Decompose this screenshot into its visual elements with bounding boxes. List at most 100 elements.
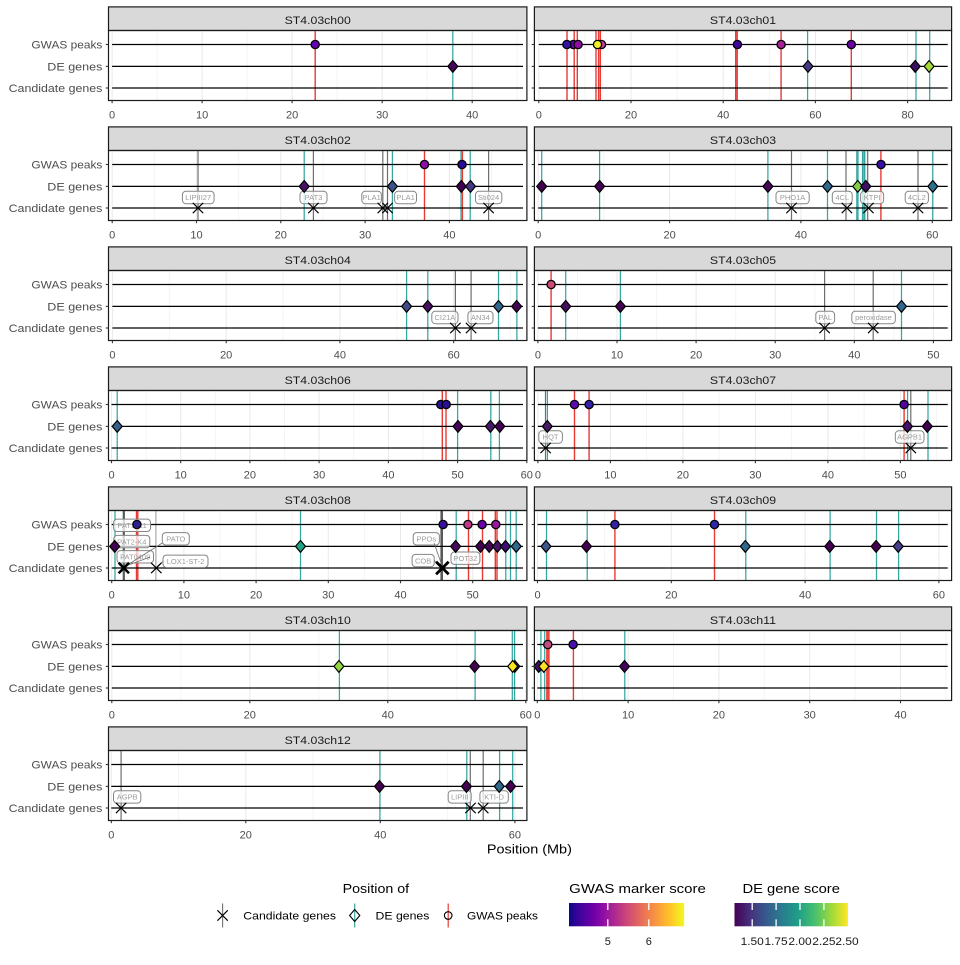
svg-text:0: 0 [535,229,541,241]
svg-text:DE genes: DE genes [47,421,103,433]
svg-text:0: 0 [109,709,115,721]
svg-text:PAT0409: PAT0409 [120,553,150,562]
svg-text:PLA1: PLA1 [396,193,414,202]
svg-text:30: 30 [769,349,781,361]
svg-text:50: 50 [927,349,939,361]
svg-text:20: 20 [220,349,232,361]
svg-text:DE genes: DE genes [47,541,103,553]
svg-text:0: 0 [108,829,114,841]
svg-text:60: 60 [521,469,533,481]
svg-text:GWAS peaks: GWAS peaks [31,160,103,172]
svg-text:ST4.03ch06: ST4.03ch06 [285,375,351,387]
svg-text:0: 0 [108,469,114,481]
svg-text:50: 50 [467,589,479,601]
svg-text:PAT1-K1: PAT1-K1 [117,521,146,530]
svg-text:Candidate genes: Candidate genes [9,443,103,455]
svg-text:Candidate genes: Candidate genes [243,911,336,923]
svg-text:GWAS peaks: GWAS peaks [31,40,103,52]
svg-text:ST4.03ch09: ST4.03ch09 [710,495,776,507]
svg-text:30: 30 [359,229,371,241]
svg-text:HQT: HQT [543,433,559,442]
svg-text:20: 20 [286,109,298,121]
svg-text:PATO: PATO [166,535,185,544]
svg-text:30: 30 [322,589,334,601]
svg-text:40: 40 [894,709,906,721]
svg-text:AN34: AN34 [471,313,490,322]
svg-text:ST4.03ch07: ST4.03ch07 [710,375,776,387]
svg-text:40: 40 [822,469,834,481]
svg-text:CI21A: CI21A [434,313,455,322]
svg-text:Candidate genes: Candidate genes [9,83,103,95]
svg-text:30: 30 [376,109,388,121]
svg-text:KTI-D: KTI-D [484,793,504,802]
svg-text:4CL2: 4CL2 [908,193,926,202]
svg-text:ST4.03ch10: ST4.03ch10 [285,615,351,627]
svg-text:80: 80 [901,109,913,121]
svg-text:40: 40 [374,829,386,841]
svg-text:Position of: Position of [343,881,410,896]
svg-text:5: 5 [605,936,611,948]
svg-text:Candidate genes: Candidate genes [9,803,103,815]
svg-text:40: 40 [795,229,807,241]
svg-text:10: 10 [175,469,187,481]
svg-text:DE genes: DE genes [47,61,103,73]
svg-text:10: 10 [611,349,623,361]
svg-text:DE gene score: DE gene score [743,881,840,896]
svg-text:PAT2-K4: PAT2-K4 [117,537,146,546]
svg-text:ST4.03ch01: ST4.03ch01 [710,15,776,27]
svg-text:20: 20 [713,709,725,721]
svg-text:ST4.03ch02: ST4.03ch02 [285,135,351,147]
svg-text:ST4.03ch00: ST4.03ch00 [285,15,351,27]
svg-text:20: 20 [665,589,677,601]
svg-text:0: 0 [536,109,542,121]
svg-text:0: 0 [109,109,115,121]
svg-text:COB: COB [415,556,431,565]
svg-text:GWAS peaks: GWAS peaks [31,400,103,412]
svg-text:DE genes: DE genes [47,181,103,193]
svg-text:ST4.03ch03: ST4.03ch03 [710,135,776,147]
svg-text:40: 40 [466,109,478,121]
svg-text:LIPIII27: LIPIII27 [185,193,211,202]
svg-text:40: 40 [382,709,394,721]
svg-text:60: 60 [448,349,460,361]
svg-text:GWAS peaks: GWAS peaks [31,520,103,532]
svg-text:0: 0 [109,349,115,361]
svg-text:PLA1: PLA1 [362,193,380,202]
svg-text:GWAS peaks: GWAS peaks [31,640,103,652]
svg-text:20: 20 [690,349,702,361]
svg-text:0: 0 [534,709,540,721]
svg-text:PPOs: PPOs [417,535,437,544]
svg-text:0: 0 [535,469,541,481]
svg-text:Candidate genes: Candidate genes [9,323,103,335]
svg-text:GWAS peaks: GWAS peaks [31,280,103,292]
svg-text:20: 20 [677,469,689,481]
svg-text:10: 10 [196,109,208,121]
svg-text:4CL: 4CL [835,193,849,202]
svg-text:20: 20 [663,229,675,241]
svg-text:20: 20 [275,229,287,241]
svg-text:DE genes: DE genes [47,781,103,793]
svg-text:60: 60 [509,829,521,841]
svg-text:40: 40 [848,349,860,361]
svg-text:DE genes: DE genes [47,661,103,673]
svg-text:10: 10 [178,589,190,601]
svg-text:Candidate genes: Candidate genes [9,683,103,695]
svg-text:2.25: 2.25 [812,936,835,948]
svg-text:ST4.03ch12: ST4.03ch12 [285,735,351,747]
svg-text:50: 50 [451,469,463,481]
svg-text:ST4.03ch05: ST4.03ch05 [710,255,776,267]
svg-text:Candidate genes: Candidate genes [9,203,103,215]
svg-text:60: 60 [933,589,945,601]
svg-text:GWAS peaks: GWAS peaks [467,911,539,923]
svg-text:2.00: 2.00 [788,936,811,948]
svg-text:ST4.03ch08: ST4.03ch08 [285,495,351,507]
svg-text:1.50: 1.50 [741,936,764,948]
svg-text:20: 20 [244,709,256,721]
svg-text:40: 40 [382,469,394,481]
svg-text:20: 20 [244,469,256,481]
svg-text:0: 0 [535,349,541,361]
svg-text:AGPB: AGPB [117,793,138,802]
svg-text:LIPIII: LIPIII [451,793,469,802]
svg-text:ST4.03ch11: ST4.03ch11 [710,615,776,627]
svg-text:40: 40 [394,589,406,601]
